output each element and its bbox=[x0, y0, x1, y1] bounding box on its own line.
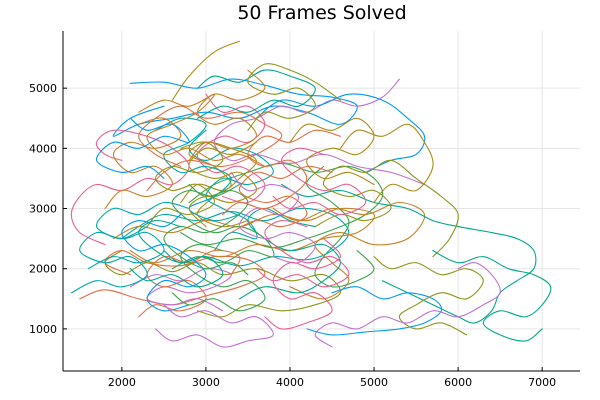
series-line-32 bbox=[222, 129, 341, 216]
series-line-8 bbox=[272, 201, 426, 300]
series-line-21 bbox=[255, 93, 426, 173]
series-line-24 bbox=[230, 171, 316, 264]
series-line-43 bbox=[171, 243, 266, 312]
y-tick-label: 3000 bbox=[29, 203, 57, 216]
series-line-4 bbox=[213, 78, 426, 186]
x-tick-label: 2000 bbox=[108, 376, 136, 389]
series-line-3 bbox=[180, 162, 384, 249]
x-tick-label: 4000 bbox=[276, 376, 304, 389]
series-line-13 bbox=[306, 165, 375, 288]
series-layer bbox=[70, 40, 552, 348]
series-line-47 bbox=[272, 147, 367, 216]
series-line-49 bbox=[432, 250, 552, 342]
series-line-48 bbox=[138, 93, 266, 167]
series-line-29 bbox=[196, 69, 316, 119]
y-tick-label: 2000 bbox=[29, 263, 57, 276]
series-line-5 bbox=[171, 40, 241, 101]
series-line-46 bbox=[70, 226, 148, 294]
chart-title: 50 Frames Solved bbox=[237, 2, 406, 24]
x-tick-label: 5000 bbox=[360, 376, 388, 389]
series-line-37 bbox=[255, 219, 350, 288]
series-line-39 bbox=[129, 219, 224, 288]
series-line-2 bbox=[79, 250, 266, 306]
y-tick-label: 1000 bbox=[29, 323, 57, 336]
series-line-31 bbox=[121, 213, 207, 312]
series-line-25 bbox=[339, 123, 434, 204]
y-tick-label: 4000 bbox=[29, 142, 57, 155]
series-line-16 bbox=[188, 129, 274, 252]
x-tick-label: 3000 bbox=[192, 376, 220, 389]
series-line-44 bbox=[314, 262, 501, 348]
series-line-14 bbox=[129, 267, 232, 312]
series-line-30 bbox=[373, 256, 484, 336]
y-tick-label: 5000 bbox=[29, 82, 57, 95]
series-line-40 bbox=[314, 159, 459, 258]
series-line-41 bbox=[96, 117, 190, 179]
series-line-12 bbox=[138, 105, 283, 192]
series-line-34 bbox=[154, 304, 274, 348]
series-line-38 bbox=[188, 69, 266, 161]
series-line-42 bbox=[230, 165, 333, 234]
series-line-33 bbox=[163, 183, 249, 276]
series-line-27 bbox=[264, 238, 341, 330]
series-line-50 bbox=[247, 63, 341, 131]
x-tick-label: 6000 bbox=[444, 376, 472, 389]
x-tick-label: 7000 bbox=[528, 376, 556, 389]
series-line-35 bbox=[289, 117, 375, 186]
series-line-6 bbox=[121, 207, 350, 267]
axes: 2000 3000 4000 5000 6000 7000 1000 2000 3000 4000… bbox=[29, 31, 580, 389]
series-line-28 bbox=[104, 117, 182, 210]
series-line-20 bbox=[146, 141, 224, 228]
series-line-18 bbox=[112, 207, 375, 264]
grid bbox=[63, 31, 580, 371]
series-line-10 bbox=[104, 250, 341, 318]
series-line-9 bbox=[281, 183, 537, 324]
series-line-22 bbox=[138, 249, 241, 318]
series-line-11 bbox=[306, 286, 443, 336]
series-line-45 bbox=[188, 141, 257, 228]
